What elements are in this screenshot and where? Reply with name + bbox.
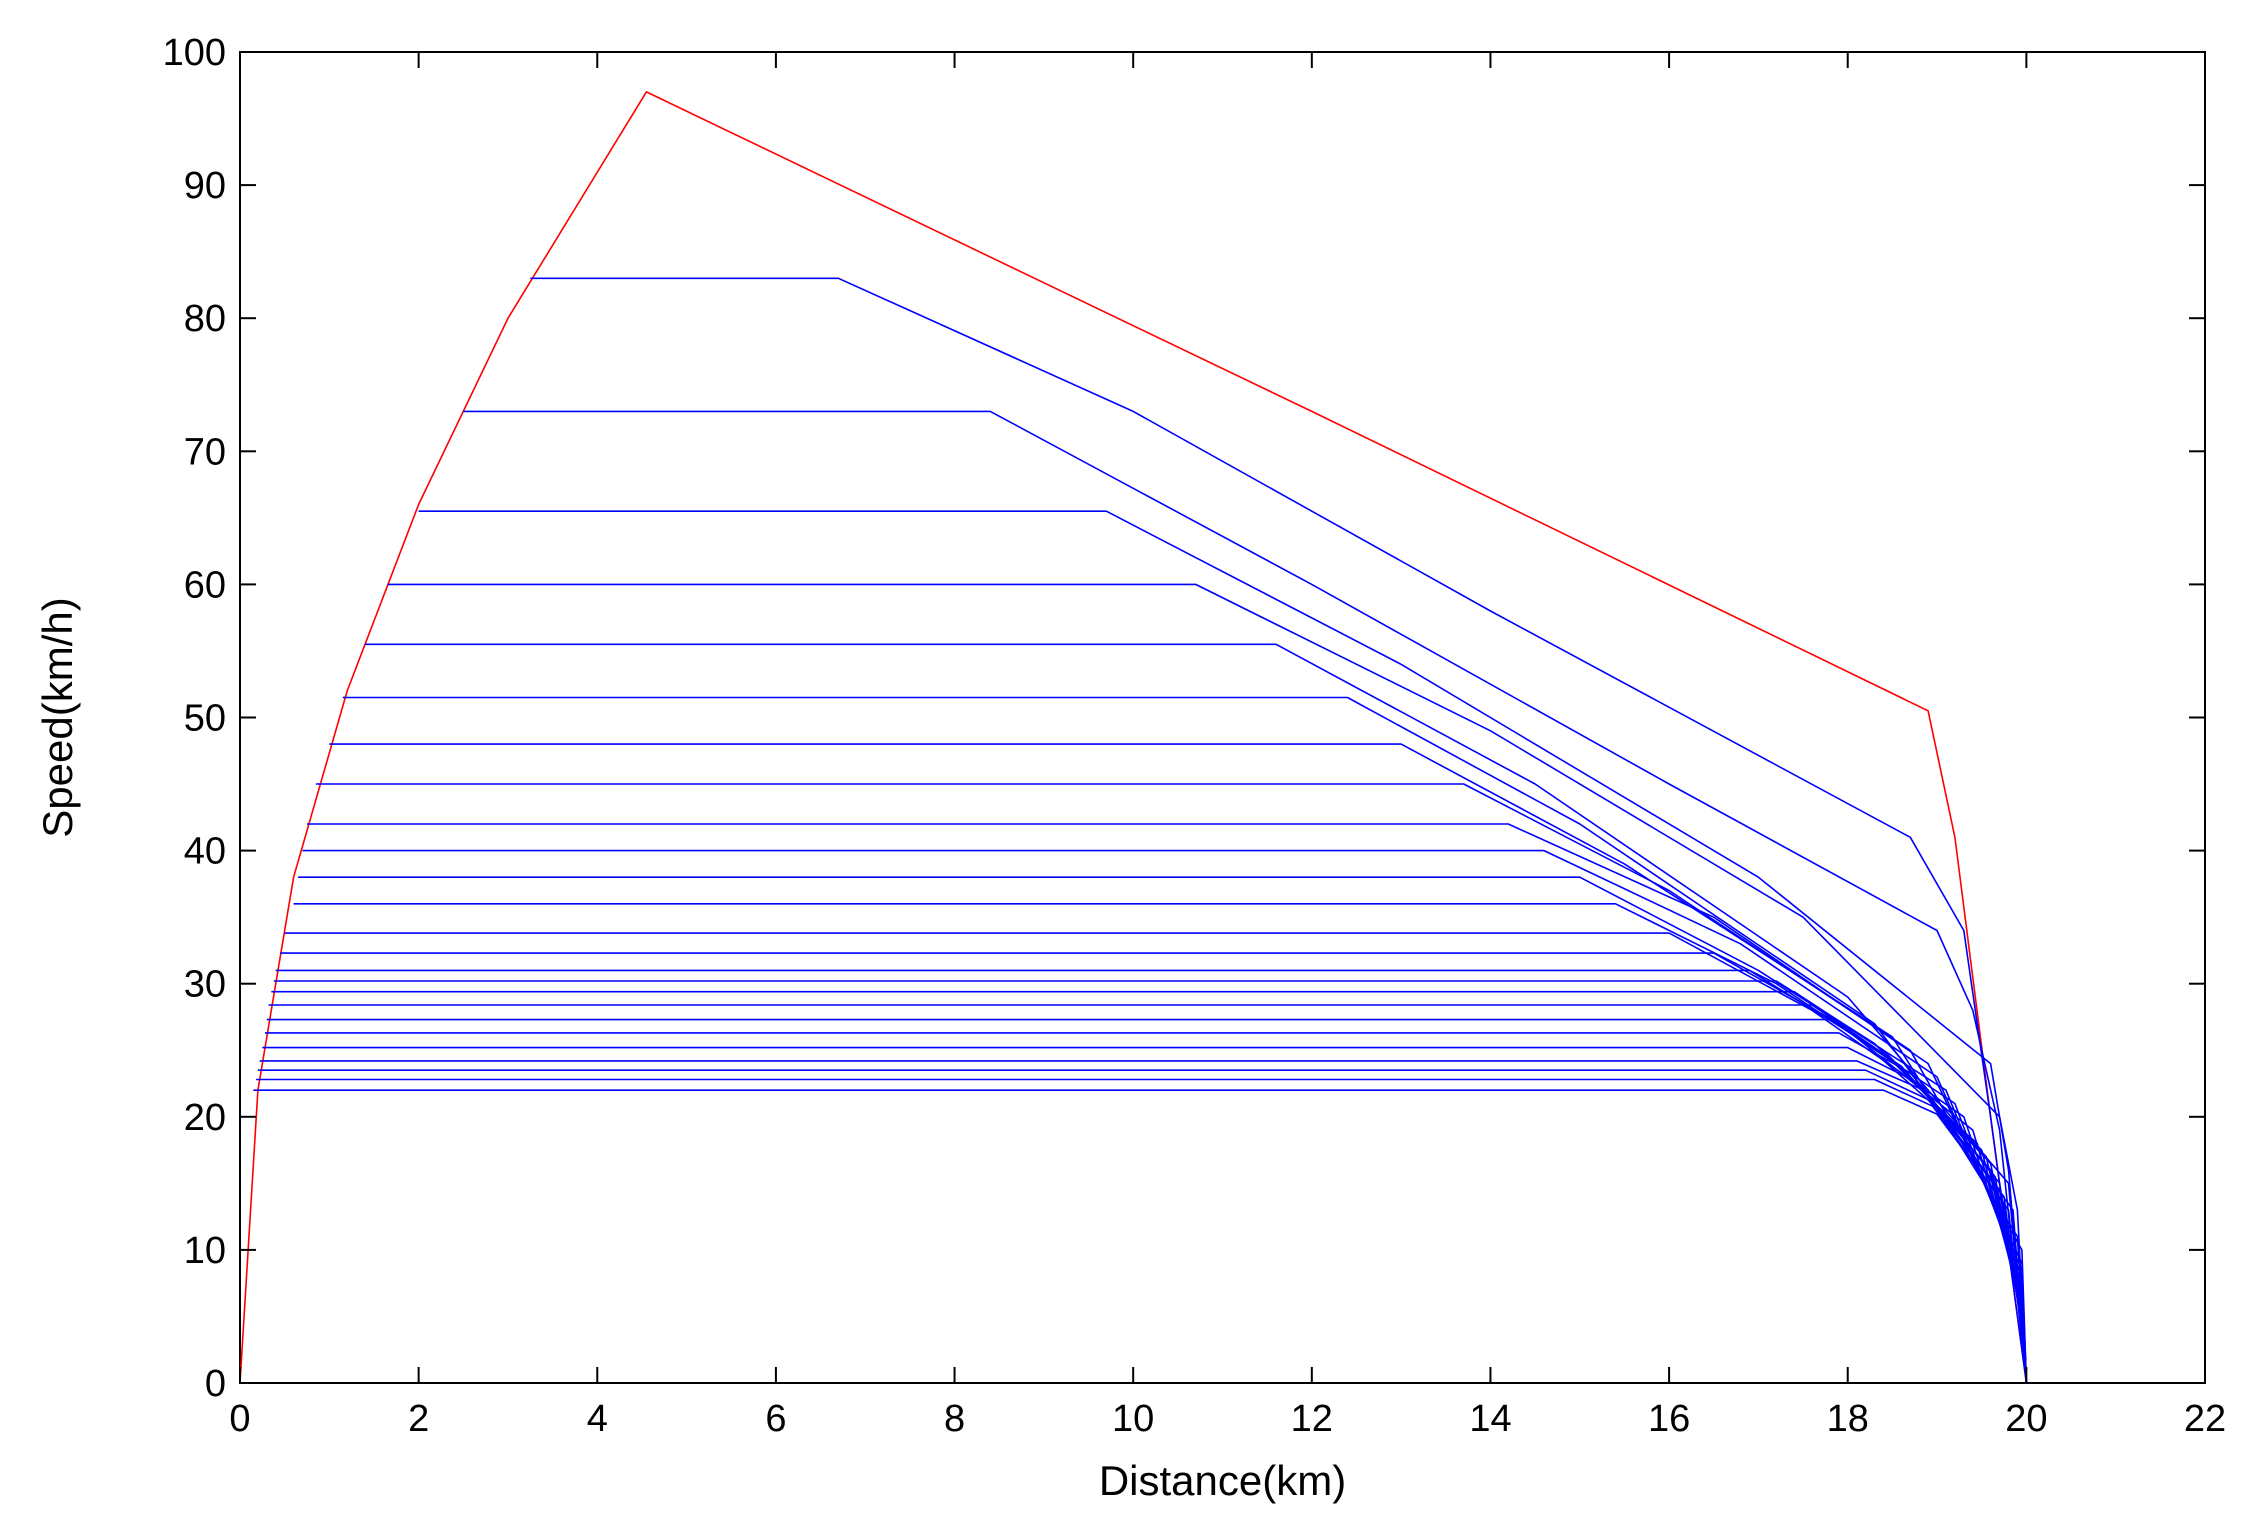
x-tick-label: 12: [1291, 1398, 1333, 1440]
x-tick-label: 16: [1648, 1398, 1690, 1440]
x-tick-label: 10: [1112, 1398, 1154, 1440]
y-axis-title: Speed(km/h): [34, 597, 81, 837]
y-tick-label: 0: [205, 1363, 226, 1405]
x-tick-label: 0: [229, 1398, 250, 1440]
x-axis-ticks: 0 2 4 6 8 10 12 14 16 18 20 22: [229, 52, 2226, 1440]
x-tick-label: 6: [765, 1398, 786, 1440]
x-tick-label: 8: [944, 1398, 965, 1440]
x-tick-label: 22: [2184, 1398, 2226, 1440]
x-axis-title: Distance(km): [1099, 1457, 1346, 1504]
series-line-5: [365, 643, 2028, 1384]
y-tick-label: 50: [184, 698, 226, 740]
y-tick-label: 80: [184, 298, 226, 340]
series-line-4: [387, 583, 2028, 1384]
y-tick-label: 90: [184, 165, 226, 207]
x-tick-label: 18: [1827, 1398, 1869, 1440]
x-tick-label: 14: [1469, 1398, 1511, 1440]
series-line-3: [418, 510, 2028, 1384]
x-tick-label: 2: [408, 1398, 429, 1440]
y-tick-label: 70: [184, 431, 226, 473]
series-line-1: [530, 277, 2028, 1384]
y-tick-label: 10: [184, 1230, 226, 1272]
x-tick-label: 20: [2005, 1398, 2047, 1440]
series-line-2: [463, 410, 2028, 1384]
series-layer: [239, 91, 2028, 1384]
y-tick-label: 40: [184, 831, 226, 873]
x-tick-label: 4: [587, 1398, 608, 1440]
y-tick-label: 100: [163, 32, 226, 74]
series-line-25: [253, 1089, 2028, 1384]
y-axis-ticks: 0 10 20 30 40 50 60 70 80 90 100: [163, 32, 2205, 1405]
y-tick-label: 20: [184, 1097, 226, 1139]
y-tick-label: 30: [184, 964, 226, 1006]
series-line-max-speed: [239, 91, 2028, 1384]
y-tick-label: 60: [184, 564, 226, 606]
